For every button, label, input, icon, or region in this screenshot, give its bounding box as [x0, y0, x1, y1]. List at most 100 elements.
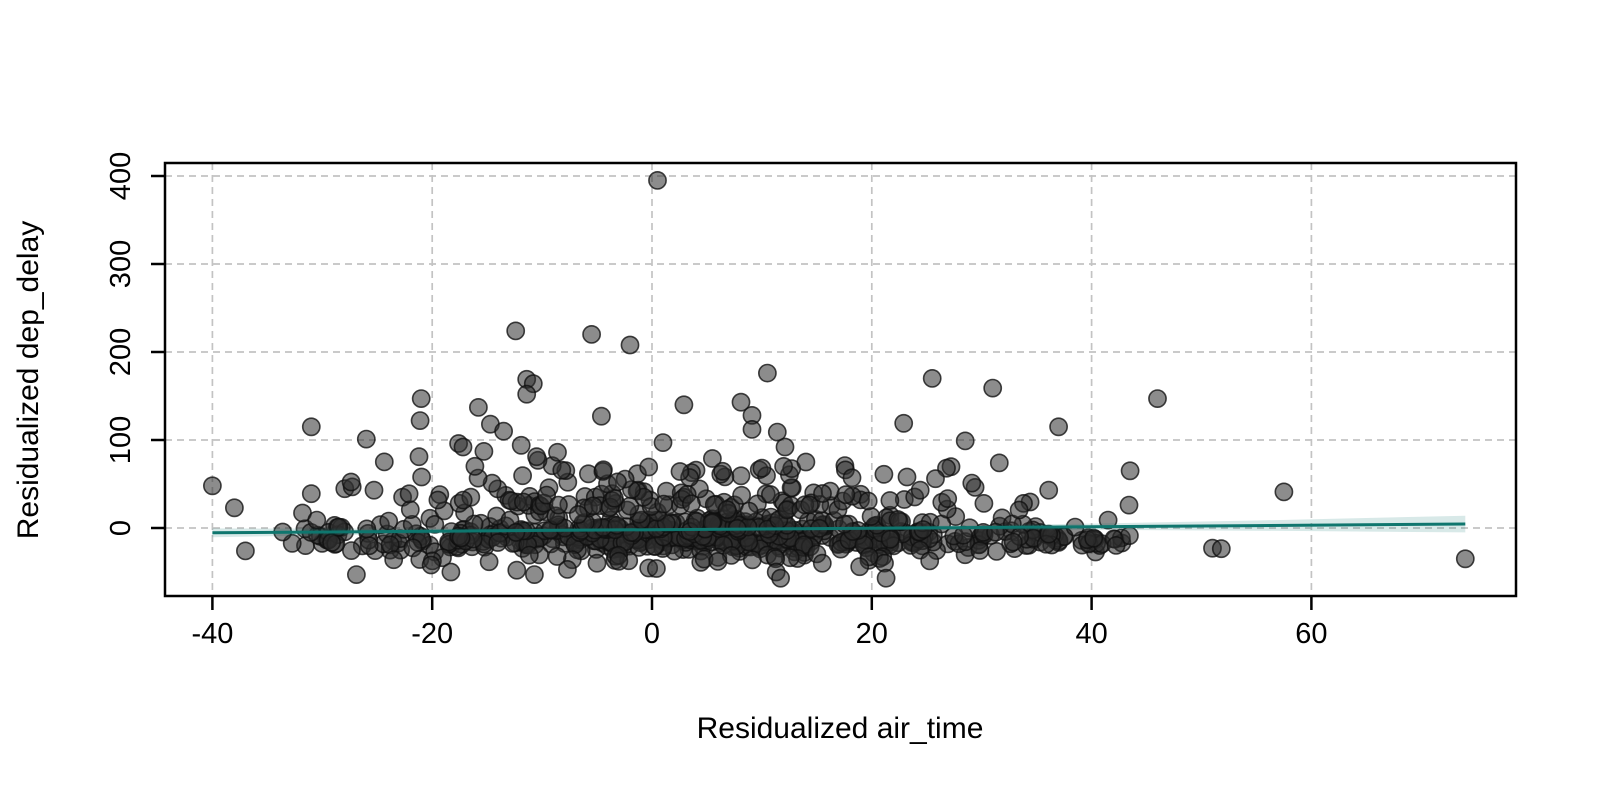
data-point — [513, 466, 533, 486]
data-point — [647, 559, 666, 578]
y-tick-label: 200 — [105, 328, 137, 376]
data-point — [587, 553, 607, 573]
data-point — [702, 513, 722, 533]
data-point — [412, 467, 432, 487]
data-point — [465, 456, 485, 476]
data-point — [920, 551, 940, 571]
data-point — [359, 536, 379, 556]
data-point — [732, 485, 752, 505]
data-point — [774, 456, 794, 476]
data-point — [1120, 461, 1140, 481]
data-point — [687, 512, 707, 531]
data-point — [379, 511, 399, 531]
data-point — [1098, 510, 1118, 530]
data-point — [453, 437, 473, 457]
data-point — [409, 447, 429, 467]
data-point — [537, 485, 557, 505]
data-point — [594, 460, 613, 480]
data-point — [399, 484, 419, 504]
data-point — [608, 472, 627, 492]
data-point — [511, 435, 531, 455]
data-point — [1003, 532, 1023, 552]
data-point — [731, 392, 751, 412]
x-tick-label: -40 — [191, 618, 233, 650]
data-point — [549, 495, 568, 515]
data-point — [525, 565, 544, 585]
data-point — [653, 433, 673, 453]
data-point — [235, 541, 255, 561]
data-point — [428, 490, 448, 510]
data-point — [552, 460, 572, 480]
data-point — [938, 489, 958, 509]
data-point — [307, 510, 327, 530]
data-point — [922, 368, 942, 388]
data-point — [341, 472, 361, 492]
data-point — [800, 495, 819, 515]
data-point — [384, 550, 404, 570]
data-point — [880, 491, 900, 510]
data-point — [761, 485, 780, 504]
x-tick-label: 20 — [856, 618, 888, 650]
data-point — [962, 473, 982, 493]
data-point — [775, 437, 795, 457]
data-point — [1084, 528, 1104, 548]
data-point — [674, 395, 694, 415]
data-point — [609, 551, 629, 571]
data-point — [670, 462, 690, 481]
data-point — [910, 480, 930, 500]
data-point — [411, 389, 431, 409]
data-point — [1039, 524, 1059, 544]
data-point — [897, 467, 917, 487]
data-point — [301, 417, 321, 437]
data-point — [364, 480, 384, 500]
y-tick-label: 100 — [105, 416, 137, 464]
x-tick-labels: -40 -20 0 20 40 60 — [191, 618, 1327, 650]
x-tick-label: 60 — [1295, 618, 1327, 650]
data-point — [548, 442, 567, 462]
data-point — [1106, 536, 1126, 555]
data-point — [527, 447, 547, 467]
data-point — [913, 520, 933, 540]
data-point — [583, 496, 603, 516]
data-point — [582, 324, 602, 344]
data-point — [202, 476, 222, 496]
data-point — [713, 461, 733, 481]
data-point — [812, 553, 832, 573]
data-point — [850, 557, 870, 577]
data-point — [224, 498, 244, 518]
x-tick-label: 0 — [644, 618, 660, 650]
data-point — [970, 541, 990, 560]
data-point — [974, 493, 994, 513]
data-point — [742, 419, 762, 439]
data-point — [441, 562, 461, 582]
data-point — [474, 441, 494, 461]
data-point — [836, 485, 856, 505]
data-point — [639, 457, 659, 477]
data-point — [955, 431, 975, 451]
data-point — [479, 552, 499, 572]
data-point — [322, 533, 342, 552]
data-point — [743, 550, 762, 570]
data-points — [202, 170, 1475, 588]
data-point — [1039, 480, 1059, 500]
data-point — [301, 484, 321, 504]
data-point — [894, 413, 914, 433]
data-point — [519, 545, 539, 565]
x-tick-label: 40 — [1075, 618, 1107, 650]
data-point — [506, 321, 526, 341]
data-point — [876, 568, 896, 588]
data-point — [767, 422, 787, 442]
data-point — [468, 397, 488, 417]
data-point — [648, 170, 667, 190]
data-point — [989, 453, 1009, 473]
data-point — [620, 335, 640, 355]
data-point — [771, 568, 791, 588]
data-point — [488, 533, 508, 552]
data-point — [547, 547, 567, 566]
y-tick-labels: 0 100 200 300 400 — [105, 152, 137, 536]
data-point — [752, 458, 772, 478]
y-tick-label: 400 — [105, 152, 137, 200]
data-point — [880, 529, 900, 549]
